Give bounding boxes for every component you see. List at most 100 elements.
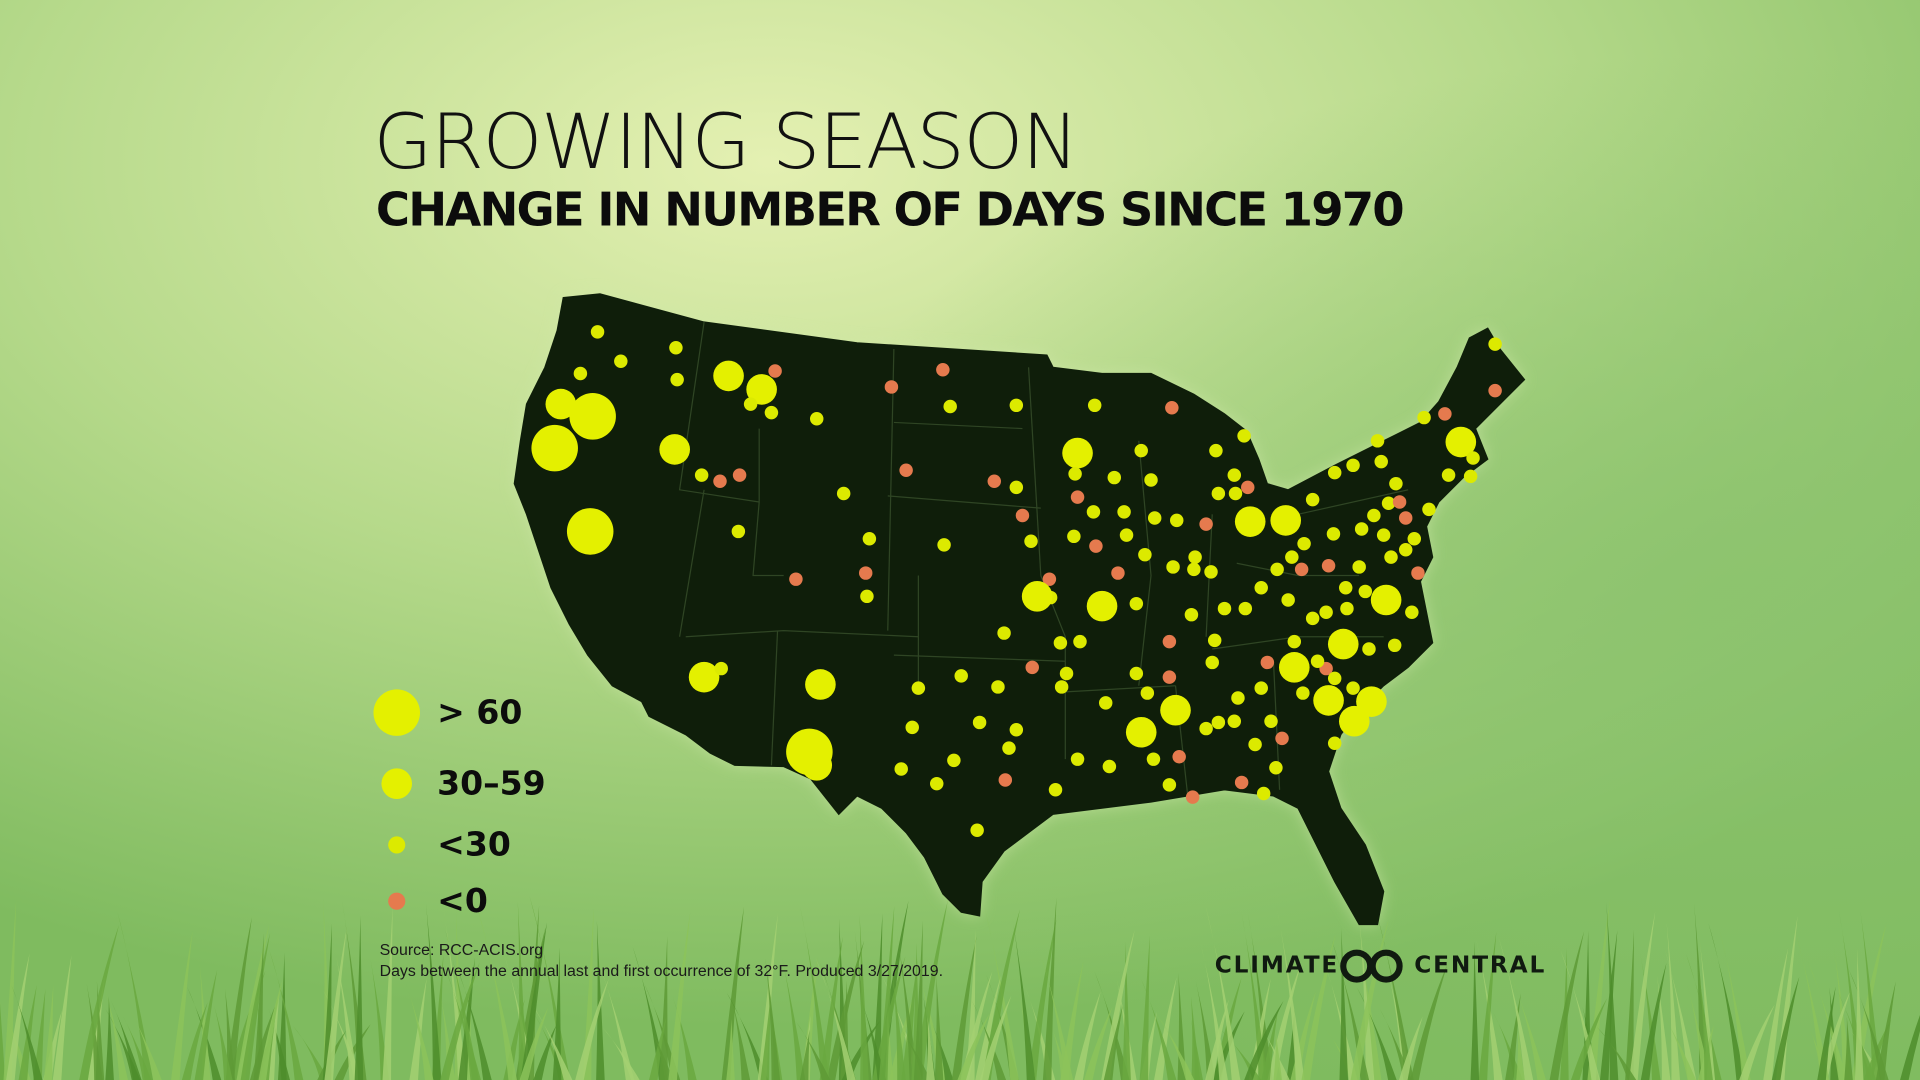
station-dot xyxy=(1234,506,1266,537)
grass-blade xyxy=(277,952,287,1080)
station-dot xyxy=(1327,671,1342,686)
station-dot xyxy=(1381,496,1396,510)
station-dot xyxy=(987,474,1002,488)
station-dot xyxy=(1387,638,1402,653)
grass-blade xyxy=(1273,1030,1283,1080)
station-dot xyxy=(862,532,877,546)
grass-blade xyxy=(1357,987,1397,1080)
grass-blade xyxy=(819,936,843,1080)
station-dot xyxy=(1488,383,1502,398)
station-dot xyxy=(810,412,824,426)
state-border xyxy=(893,421,1023,430)
station-dot xyxy=(972,715,987,730)
grass-blade xyxy=(1012,917,1036,1080)
station-dot xyxy=(860,589,874,604)
station-dot xyxy=(1140,686,1155,700)
station-dot xyxy=(894,762,908,776)
state-border xyxy=(1138,440,1152,686)
station-dot xyxy=(1445,426,1477,458)
station-dot xyxy=(614,354,628,368)
station-dot xyxy=(1238,601,1253,616)
grass-blade xyxy=(731,997,751,1080)
station-dot xyxy=(1098,696,1113,710)
grass-blade xyxy=(440,962,480,1080)
station-dot xyxy=(1185,790,1200,804)
legend-swatch xyxy=(373,689,420,736)
grass-blade xyxy=(1200,942,1228,1080)
station-dot xyxy=(911,681,926,695)
state-border xyxy=(1236,562,1360,577)
grass-blade xyxy=(531,1003,573,1080)
station-dot xyxy=(1086,590,1118,622)
station-dot xyxy=(1352,560,1366,574)
grass-blade xyxy=(896,933,919,1080)
station-dot xyxy=(1417,410,1431,425)
grass-blade xyxy=(6,953,30,1080)
grass-blade xyxy=(1698,968,1713,1080)
station-dot xyxy=(1241,480,1255,495)
station-dot xyxy=(1162,670,1177,684)
station-dot xyxy=(1209,443,1223,458)
grass-blade xyxy=(1516,1027,1525,1080)
legend-label: > 60 xyxy=(437,692,522,731)
station-dot xyxy=(1146,752,1161,766)
station-dot xyxy=(954,669,968,683)
station-dot xyxy=(930,776,944,791)
grass-blade xyxy=(1241,913,1268,1080)
station-dot xyxy=(1073,634,1087,649)
station-dot xyxy=(1227,714,1242,728)
grass-blade xyxy=(1599,930,1618,1080)
station-dot xyxy=(1260,655,1275,670)
station-dot xyxy=(1015,508,1030,523)
grass-blade xyxy=(575,978,609,1080)
grass-blade xyxy=(1205,904,1241,1080)
station-dot xyxy=(1370,584,1402,616)
station-dot xyxy=(1389,476,1403,491)
grass-blade xyxy=(43,984,54,1080)
grass-blade xyxy=(726,1018,735,1080)
station-dot xyxy=(1466,451,1480,465)
station-dot xyxy=(1305,492,1320,507)
grass-blade xyxy=(1656,975,1671,1080)
station-dot xyxy=(694,468,709,482)
station-dot xyxy=(1256,786,1271,801)
station-dot xyxy=(1275,731,1289,746)
grass-blade xyxy=(105,996,114,1080)
station-dot xyxy=(731,524,746,539)
state-border xyxy=(1065,685,1176,693)
title: GROWING SEASON xyxy=(373,98,1077,186)
station-dot xyxy=(1327,465,1342,480)
grass-blade xyxy=(1040,954,1074,1080)
grass-blade xyxy=(269,950,304,1080)
station-dot xyxy=(573,366,588,381)
station-dot xyxy=(1254,681,1268,695)
grass-blade xyxy=(760,994,771,1080)
station-dot xyxy=(1217,601,1232,616)
grass-blade xyxy=(1549,931,1585,1080)
station-dot xyxy=(1102,759,1117,774)
station-dot xyxy=(1370,434,1385,448)
station-dot xyxy=(1367,508,1381,523)
grass-blade xyxy=(799,1029,810,1080)
legend-label: 30–59 xyxy=(437,763,545,802)
station-dot xyxy=(947,753,961,768)
station-dot xyxy=(937,538,951,552)
station-dot xyxy=(1062,437,1093,469)
grass-blade xyxy=(130,1011,162,1080)
station-dot xyxy=(1129,596,1144,611)
station-dot xyxy=(1294,562,1309,577)
station-dot xyxy=(1070,490,1085,504)
grass-blade xyxy=(878,905,895,1080)
station-dot xyxy=(1346,458,1360,473)
grass-blade xyxy=(765,958,781,1080)
station-dot xyxy=(1411,566,1425,580)
grass-blade xyxy=(934,975,944,1080)
station-dot xyxy=(1296,686,1310,700)
grass-blade xyxy=(1708,923,1746,1080)
grass-blade xyxy=(1139,935,1150,1080)
station-dot xyxy=(1187,562,1201,577)
logo-left: CLIMATE xyxy=(1215,952,1339,979)
station-dot xyxy=(1338,581,1353,595)
grass-blade xyxy=(913,920,923,1080)
